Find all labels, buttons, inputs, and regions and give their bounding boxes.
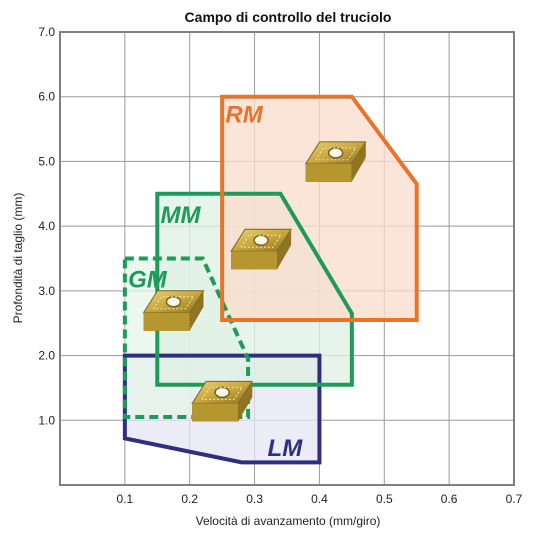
y-tick-labels: 1.0 2.0 3.0 4.0 5.0 6.0 7.0 [38,25,55,427]
x-tick-label: 0.4 [311,492,328,506]
x-tick-label: 0.7 [506,492,523,506]
regions [122,94,419,465]
region-fill-rm [222,96,417,320]
insert-image-mm [230,228,292,270]
insert-image-rm [304,141,367,182]
insert-image-gm [142,290,205,331]
x-tick-label: 0.6 [441,492,458,506]
y-tick-label: 2.0 [38,349,55,363]
x-tick-label: 0.2 [181,492,198,506]
x-tick-labels: 0.1 0.2 0.3 0.4 0.5 0.6 0.7 [117,492,523,506]
y-tick-label: 4.0 [38,219,55,233]
x-axis-label: Velocità di avanzamento (mm/giro) [196,514,381,528]
region-label-rm: RM [225,102,263,129]
region-outline-rm [220,94,419,322]
region-outline-mm [155,191,354,387]
plot-frame [59,31,515,486]
x-tick-label: 0.5 [376,492,393,506]
x-tick-label: 0.1 [117,492,134,506]
region-outline-lm [122,353,322,465]
y-tick-label: 7.0 [38,25,55,39]
insert-image-lm [191,380,254,422]
y-tick-label: 1.0 [38,413,55,427]
y-axis-label: Profondità di taglio (mm) [11,193,25,324]
y-tick-label: 5.0 [38,154,55,168]
region-label-lm: LM [268,435,304,462]
x-tick-label: 0.3 [246,492,263,506]
inserts [142,141,367,422]
region-labels: RM MM GM LM [128,102,303,462]
region-label-mm: MM [161,202,202,229]
chart-title: Campo di controllo del truciolo [185,9,392,25]
y-tick-label: 3.0 [38,284,55,298]
y-tick-label: 6.0 [38,90,55,104]
region-label-gm: GM [128,267,168,294]
